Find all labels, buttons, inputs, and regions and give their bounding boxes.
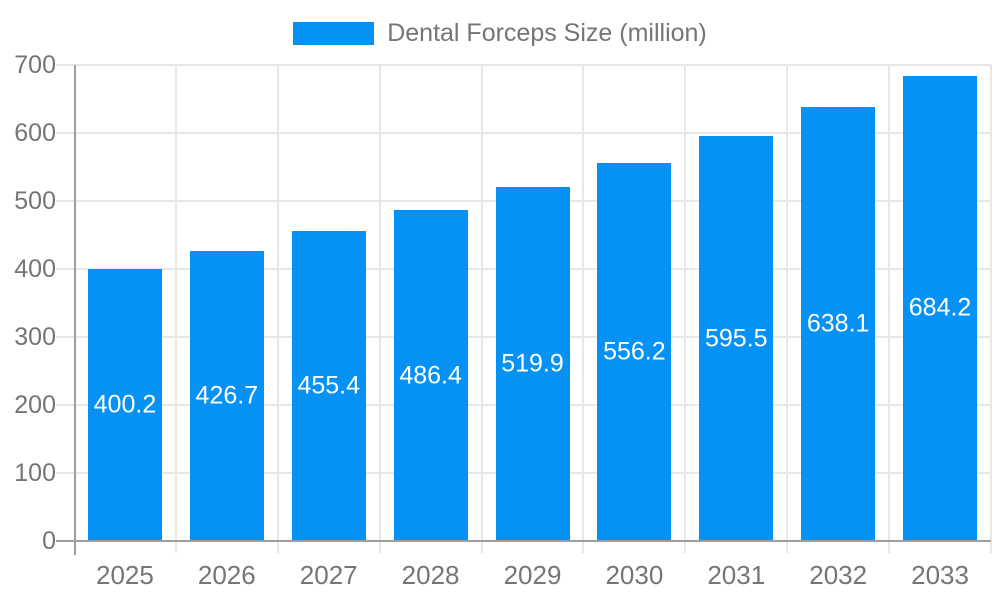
bar[interactable]: 638.1 [801,107,876,541]
plot-area: 400.2 2025 426.7 2026 455.4 2027 486.4 2028 519.… [56,64,992,590]
v-gridline [888,65,891,553]
v-gridline [990,65,992,553]
bar-value-label: 486.4 [399,361,462,390]
bar[interactable]: 519.9 [495,187,570,541]
h-gridline [56,132,991,134]
v-gridline [480,65,483,553]
x-tick-label: 2025 [96,560,154,590]
y-tick-label: 100 [14,459,56,487]
bar-value-label: 455.4 [297,371,360,400]
bar-value-label: 400.2 [93,390,157,419]
v-gridline [582,65,585,553]
y-tick-label: 500 [14,187,56,215]
x-axis-line [56,540,991,542]
bar[interactable]: 400.2 [87,268,162,541]
x-tick-label: 2032 [809,560,868,590]
legend-series-label: Dental Forceps Size (million) [387,19,707,47]
x-tick-label: 2033 [911,560,969,590]
y-tick-label: 700 [14,51,56,79]
h-gridline [56,64,991,66]
x-tick-label: 2027 [299,560,358,590]
y-axis-line [74,65,76,555]
bar-value-label: 426.7 [195,381,259,410]
bar-value-label: 638.1 [806,309,870,338]
y-tick-label: 600 [14,119,56,147]
v-gridline [378,65,381,553]
x-tick-label: 2029 [503,560,562,590]
bar[interactable]: 455.4 [291,231,366,541]
bar-value-label: 519.9 [501,349,564,378]
legend-item[interactable]: Dental Forceps Size (million) [293,19,707,48]
bar[interactable]: 595.5 [699,136,774,541]
x-tick-label: 2026 [197,560,256,590]
y-tick-label: 0 [42,527,56,555]
bar-value-label: 595.5 [704,324,768,353]
y-tick-label: 200 [14,391,56,419]
legend-color-swatch [293,22,375,45]
x-tick-label: 2030 [605,560,664,590]
y-tick-label: 400 [14,255,56,283]
bar[interactable]: 556.2 [597,162,672,541]
bar-value-label: 556.2 [603,337,666,366]
v-gridline [786,65,789,553]
bar[interactable]: 426.7 [189,250,264,541]
v-gridline [276,65,279,553]
v-gridline [684,65,687,553]
bar[interactable]: 486.4 [393,210,468,541]
y-tick-label: 300 [14,323,56,351]
v-gridline [174,65,177,553]
legend: Dental Forceps Size (million) [0,19,1000,48]
x-tick-label: 2031 [707,560,766,590]
x-tick-label: 2028 [401,560,460,590]
bar[interactable]: 684.2 [903,75,978,541]
bar-value-label: 684.2 [908,293,972,322]
